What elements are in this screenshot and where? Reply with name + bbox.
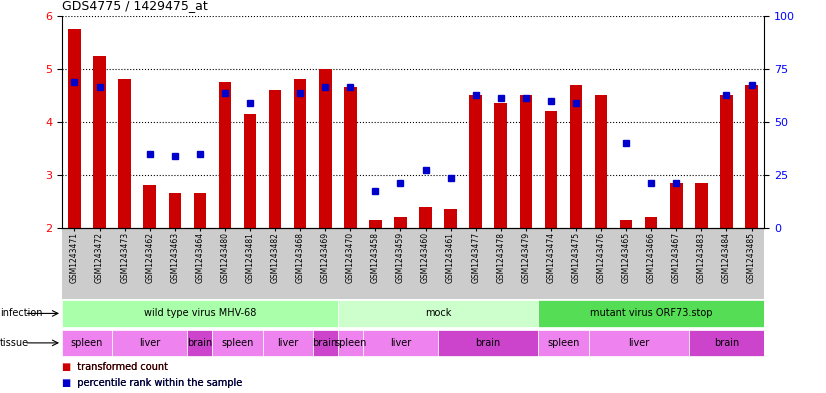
FancyBboxPatch shape — [212, 330, 263, 356]
FancyBboxPatch shape — [112, 330, 188, 356]
Text: wild type virus MHV-68: wild type virus MHV-68 — [144, 309, 256, 318]
Text: infection: infection — [0, 309, 42, 318]
FancyBboxPatch shape — [689, 330, 764, 356]
Text: tissue: tissue — [0, 338, 29, 348]
Bar — [544, 111, 558, 228]
Text: liver: liver — [628, 338, 649, 348]
Bar — [219, 82, 231, 228]
Text: brain: brain — [312, 338, 338, 348]
FancyBboxPatch shape — [588, 330, 689, 356]
Text: liver: liver — [277, 338, 298, 348]
Bar — [695, 183, 708, 228]
Text: ■  percentile rank within the sample: ■ percentile rank within the sample — [62, 378, 243, 388]
FancyBboxPatch shape — [313, 330, 338, 356]
FancyBboxPatch shape — [338, 300, 539, 327]
FancyBboxPatch shape — [539, 300, 764, 327]
Bar — [520, 95, 532, 228]
Text: brain: brain — [714, 338, 739, 348]
Bar — [620, 220, 633, 228]
Bar — [344, 87, 357, 228]
Text: ■  transformed count: ■ transformed count — [62, 362, 169, 372]
Text: spleen: spleen — [71, 338, 103, 348]
Bar — [570, 85, 582, 228]
FancyBboxPatch shape — [263, 330, 313, 356]
FancyBboxPatch shape — [338, 330, 363, 356]
FancyBboxPatch shape — [188, 330, 212, 356]
Text: spleen: spleen — [221, 338, 254, 348]
Bar — [118, 79, 131, 228]
Bar — [268, 90, 282, 228]
Bar — [169, 193, 181, 228]
Bar — [69, 29, 81, 228]
Bar — [420, 207, 432, 228]
Bar — [670, 183, 682, 228]
Bar — [595, 95, 607, 228]
Bar — [720, 95, 733, 228]
Text: spleen: spleen — [548, 338, 580, 348]
Text: liver: liver — [139, 338, 160, 348]
Bar — [319, 69, 331, 228]
Bar — [394, 217, 406, 228]
Bar — [645, 217, 657, 228]
Bar — [93, 55, 106, 228]
Bar — [444, 209, 457, 228]
Bar — [469, 95, 482, 228]
Text: mutant virus ORF73.stop: mutant virus ORF73.stop — [590, 309, 713, 318]
Text: transformed count: transformed count — [74, 362, 169, 372]
Bar — [745, 85, 757, 228]
Text: percentile rank within the sample: percentile rank within the sample — [74, 378, 243, 388]
Bar — [369, 220, 382, 228]
Text: GDS4775 / 1429475_at: GDS4775 / 1429475_at — [62, 0, 207, 12]
Text: brain: brain — [188, 338, 212, 348]
FancyBboxPatch shape — [62, 300, 338, 327]
Text: liver: liver — [390, 338, 411, 348]
Bar — [294, 79, 306, 228]
Text: mock: mock — [425, 309, 451, 318]
FancyBboxPatch shape — [62, 330, 112, 356]
Bar — [495, 103, 507, 228]
Bar — [144, 185, 156, 228]
Bar — [244, 114, 256, 228]
FancyBboxPatch shape — [539, 330, 588, 356]
Bar — [193, 193, 206, 228]
Text: spleen: spleen — [335, 338, 367, 348]
FancyBboxPatch shape — [363, 330, 438, 356]
Text: brain: brain — [476, 338, 501, 348]
FancyBboxPatch shape — [438, 330, 539, 356]
